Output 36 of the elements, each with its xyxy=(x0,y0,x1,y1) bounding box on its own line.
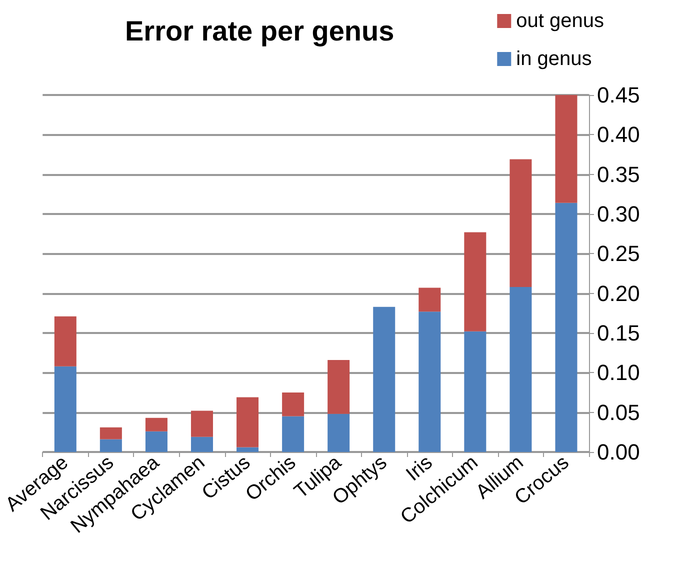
bar xyxy=(555,202,578,452)
bar xyxy=(328,414,350,452)
bar xyxy=(190,410,213,437)
bar xyxy=(464,331,486,452)
bar xyxy=(555,95,578,203)
chart-title: Error rate per genus xyxy=(125,16,394,46)
y-tick-label: 0.30 xyxy=(597,202,640,226)
y-tick-label: 0.35 xyxy=(597,162,640,187)
legend-label: in genus xyxy=(516,48,592,70)
bar xyxy=(145,418,168,432)
bar xyxy=(54,366,76,452)
y-tick-label: 0.20 xyxy=(597,280,640,306)
bar xyxy=(145,431,168,452)
bar xyxy=(418,288,441,312)
bar xyxy=(328,360,350,414)
y-tick-label: 0.25 xyxy=(597,241,640,266)
bar xyxy=(510,286,532,452)
y-tick-label: 0.15 xyxy=(597,320,640,346)
y-tick-label: 0.10 xyxy=(597,360,640,386)
y-tick-label: 0.00 xyxy=(597,440,640,464)
y-tick-label: 0.45 xyxy=(597,82,640,108)
bar xyxy=(190,436,213,452)
bar xyxy=(54,316,76,366)
bar xyxy=(418,312,441,452)
legend-label: out genus xyxy=(516,10,604,32)
y-tick-label: 0.05 xyxy=(597,400,640,425)
bar xyxy=(510,159,532,287)
bar xyxy=(373,306,396,452)
bar xyxy=(236,397,259,448)
bar xyxy=(282,392,304,416)
bar xyxy=(100,439,122,452)
bar xyxy=(464,232,486,332)
bar xyxy=(282,416,304,452)
bar xyxy=(236,447,259,452)
bar xyxy=(100,427,122,440)
y-tick-label: 0.40 xyxy=(597,122,640,148)
